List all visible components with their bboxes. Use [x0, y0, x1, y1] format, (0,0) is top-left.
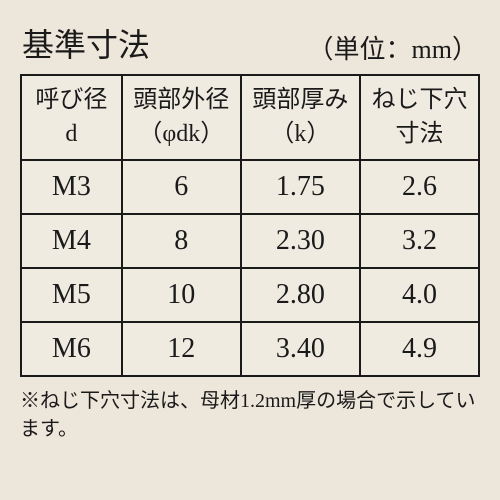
unit-label: （単位：mm） — [308, 29, 478, 66]
cell-hole: 3.2 — [360, 214, 479, 268]
cell-hole: 2.6 — [360, 160, 479, 214]
table-row: M4 8 2.30 3.2 — [21, 214, 479, 268]
cell-k: 3.40 — [241, 322, 360, 376]
table-row: M3 6 1.75 2.6 — [21, 160, 479, 214]
col-header-line1: 頭部外径 — [133, 87, 229, 113]
cell-dk: 6 — [122, 160, 241, 214]
page-title: 基準寸法 — [22, 20, 150, 66]
col-header-line1: 頭部厚み — [252, 87, 348, 113]
col-header-line2: d — [65, 121, 77, 147]
dimensions-table: 呼び径 d 頭部外径 （φdk） 頭部厚み （k） ねじ下穴寸法 M3 6 1.… — [20, 74, 480, 377]
col-header-line2: （k） — [270, 121, 330, 147]
cell-d: M5 — [21, 268, 122, 322]
col-header-line2: （φdk） — [138, 121, 224, 147]
cell-k: 2.30 — [241, 214, 360, 268]
cell-dk: 8 — [122, 214, 241, 268]
col-header-line1: 呼び径 — [35, 87, 107, 113]
col-header-hole: ねじ下穴寸法 — [360, 75, 479, 160]
cell-hole: 4.0 — [360, 268, 479, 322]
cell-k: 1.75 — [241, 160, 360, 214]
header-row: 基準寸法 （単位：mm） — [20, 20, 480, 66]
table-row: M6 12 3.40 4.9 — [21, 322, 479, 376]
table-header-row: 呼び径 d 頭部外径 （φdk） 頭部厚み （k） ねじ下穴寸法 — [21, 75, 479, 160]
col-header-head-outer: 頭部外径 （φdk） — [122, 75, 241, 160]
cell-d: M4 — [21, 214, 122, 268]
col-header-head-thick: 頭部厚み （k） — [241, 75, 360, 160]
cell-hole: 4.9 — [360, 322, 479, 376]
cell-d: M3 — [21, 160, 122, 214]
cell-k: 2.80 — [241, 268, 360, 322]
table-row: M5 10 2.80 4.0 — [21, 268, 479, 322]
cell-dk: 10 — [122, 268, 241, 322]
footnote: ※ねじ下穴寸法は、母材1.2mm厚の場合で示しています。 — [20, 387, 480, 443]
cell-d: M6 — [21, 322, 122, 376]
col-header-line1: ねじ下穴寸法 — [371, 87, 467, 147]
col-header-diameter: 呼び径 d — [21, 75, 122, 160]
cell-dk: 12 — [122, 322, 241, 376]
